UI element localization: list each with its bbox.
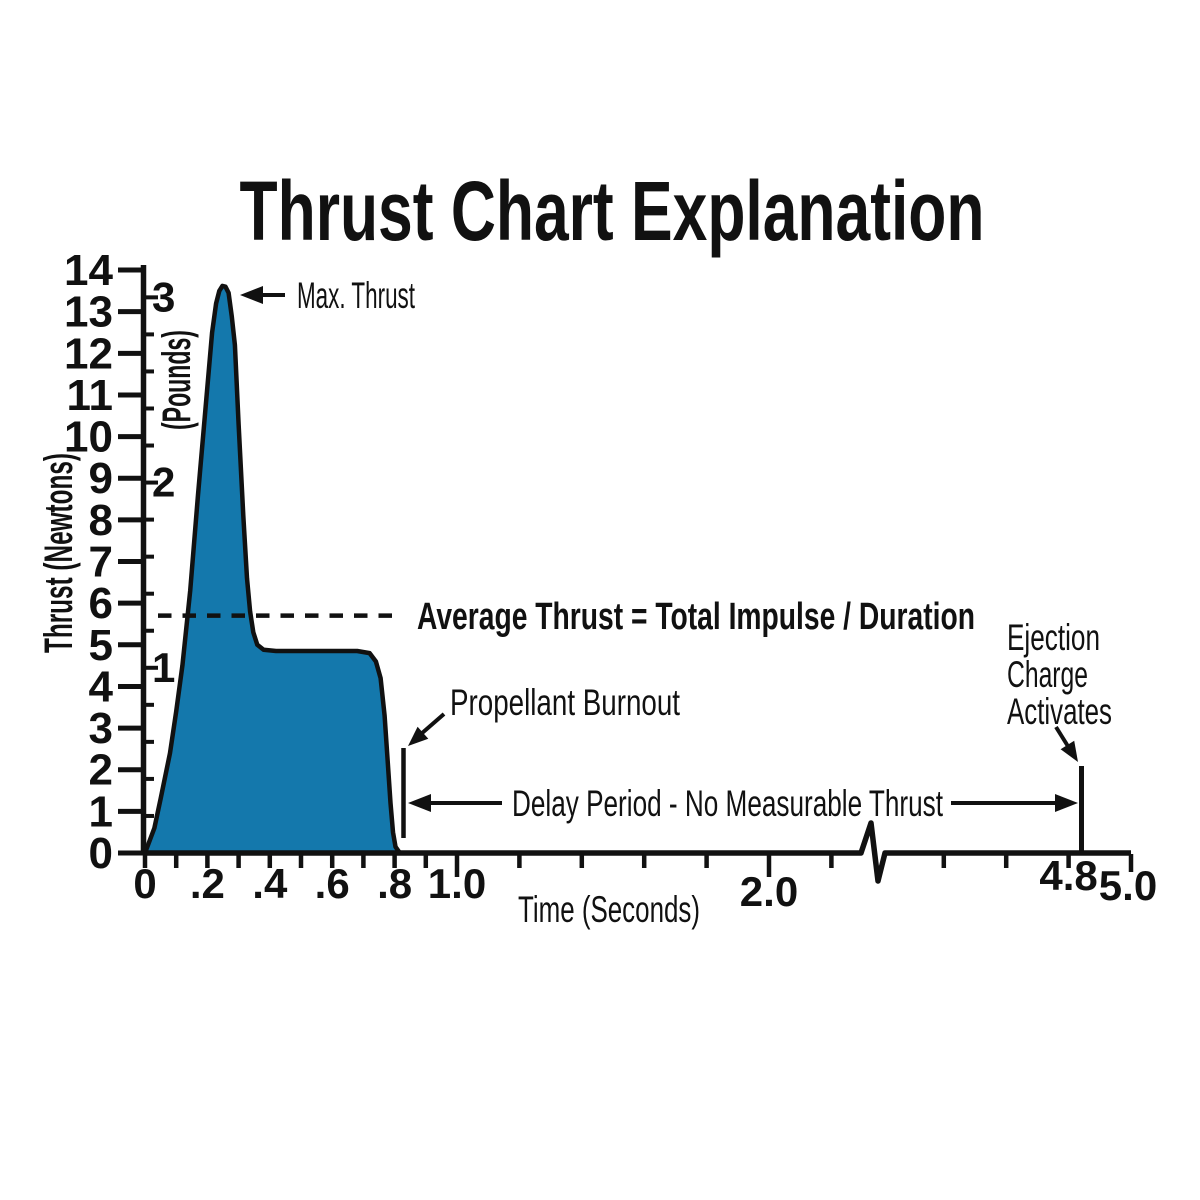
- newton-tick-label: 1: [89, 787, 113, 836]
- newton-tick-label: 6: [89, 579, 113, 628]
- newton-tick-label: 5: [89, 621, 113, 670]
- x-tick-label: 1.0: [428, 860, 486, 907]
- ejection-charge-arrowhead: [1060, 740, 1078, 762]
- newton-tick-label: 4: [89, 662, 114, 711]
- propellant-burnout-annotation: Propellant Burnout: [401, 682, 681, 838]
- pound-tick-label: 2: [152, 459, 175, 506]
- pound-tick-label: 3: [152, 273, 175, 320]
- delay-period-annotation: Delay Period - No Measurable Thrust: [408, 783, 1078, 824]
- chart-generated-layer: 0.2.4.6.8 1.0 2.0 4.8 5.00123456789101112131…: [64, 246, 1157, 915]
- propellant-burnout-arrow-line: [419, 712, 446, 736]
- ejection-charge-arrow-line: [1054, 725, 1070, 747]
- delay-period-label: Delay Period - No Measurable Thrust: [512, 783, 944, 824]
- newton-tick-label: 2: [89, 746, 113, 795]
- y-axis-title-newtons: Thrust (Newtons): [37, 453, 81, 653]
- max-thrust-arrowhead: [240, 286, 263, 304]
- ejection-charge-label-line1: Ejection: [1007, 617, 1100, 658]
- ejection-charge-label-line3: Activates: [1007, 691, 1112, 732]
- x-axis-line-with-break: [143, 820, 1131, 884]
- newton-tick-label: 7: [89, 538, 113, 587]
- newton-tick-label: 10: [64, 413, 113, 462]
- newton-tick-label: 12: [64, 329, 113, 378]
- pound-tick-label: 1: [152, 644, 175, 691]
- x-tick-label: .2: [190, 860, 225, 907]
- x-tick-label: 0: [133, 860, 156, 907]
- x-tick-label: .4: [252, 860, 288, 907]
- delay-right-arrowhead: [1055, 794, 1078, 812]
- max-thrust-label: Max. Thrust: [297, 275, 415, 316]
- max-thrust-annotation: Max. Thrust: [240, 275, 415, 316]
- thrust-curve-area: [142, 283, 404, 856]
- delay-left-arrowhead: [408, 794, 431, 812]
- ejection-charge-annotation: Ejection Charge Activates: [1007, 617, 1112, 851]
- newton-tick-label: 9: [89, 454, 113, 503]
- newton-tick-label: 14: [64, 246, 113, 295]
- y-axis-title-pounds: (Pounds): [155, 330, 199, 430]
- newton-tick-label: 3: [89, 704, 113, 753]
- x-tick-label: 5.0: [1099, 862, 1157, 909]
- average-thrust-label: Average Thrust = Total Impulse / Duratio…: [417, 596, 975, 638]
- x-axis-title: Time (Seconds): [518, 889, 700, 930]
- x-tick-label: .6: [315, 860, 350, 907]
- newton-tick-label: 13: [64, 288, 113, 337]
- newton-tick-label: 8: [89, 496, 113, 545]
- x-tick-label: .8: [377, 860, 412, 907]
- chart-title: Thrust Chart Explanation: [240, 164, 985, 258]
- propellant-burnout-label: Propellant Burnout: [450, 682, 681, 723]
- ejection-charge-label-line2: Charge: [1007, 654, 1088, 695]
- propellant-burnout-arrowhead: [408, 726, 429, 746]
- newton-tick-label: 0: [89, 829, 113, 878]
- x-tick-label: 2.0: [740, 868, 798, 915]
- newton-tick-label: 11: [66, 371, 113, 420]
- x-tick-label: 4.8: [1039, 852, 1097, 899]
